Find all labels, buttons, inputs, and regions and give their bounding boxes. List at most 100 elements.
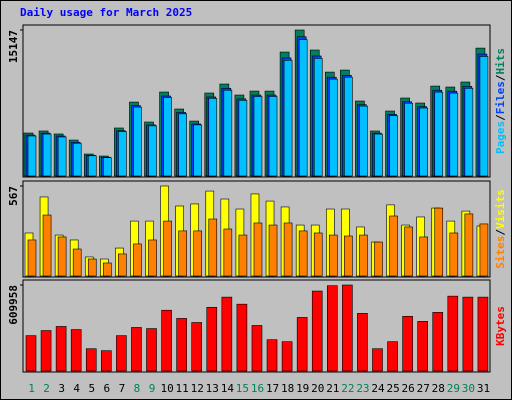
bar <box>27 135 37 177</box>
bar <box>191 322 203 372</box>
bar <box>70 329 82 372</box>
x-tick-label: 6 <box>104 382 111 395</box>
y-tick-label: 15147 <box>7 30 20 63</box>
x-tick-label: 5 <box>88 382 95 395</box>
x-tick-label: 27 <box>417 382 430 395</box>
bar <box>419 107 428 177</box>
bar <box>118 131 127 177</box>
bar <box>374 241 383 277</box>
x-tick-label: 11 <box>176 382 189 395</box>
bar <box>161 309 172 372</box>
x-tick-label: 2 <box>43 382 50 395</box>
x-tick-label: 30 <box>462 382 475 395</box>
bar <box>402 315 413 372</box>
bar <box>85 348 97 372</box>
x-tick-label: 26 <box>402 382 415 395</box>
x-tick-label: 24 <box>371 382 385 395</box>
bar <box>328 78 338 177</box>
bar <box>462 296 474 372</box>
bar <box>40 330 52 372</box>
bar <box>479 56 489 177</box>
bar <box>404 226 413 277</box>
bar <box>208 98 218 177</box>
bar <box>57 236 67 277</box>
legend-entry: Pages <box>494 121 507 154</box>
bar <box>178 113 187 177</box>
bar <box>283 60 293 177</box>
bar <box>176 318 187 372</box>
bar <box>268 96 278 177</box>
x-tick-label: 18 <box>281 382 294 395</box>
x-tick-label: 9 <box>149 382 156 395</box>
bar <box>193 230 203 277</box>
bar <box>434 91 444 177</box>
bar <box>417 321 428 372</box>
legend: KBytes <box>494 306 507 346</box>
bar <box>449 232 459 277</box>
x-tick-label: 21 <box>326 382 339 395</box>
bar <box>223 228 233 277</box>
bar <box>311 290 323 372</box>
bar <box>72 248 82 277</box>
x-tick-label: 7 <box>119 382 126 395</box>
bar <box>206 306 218 372</box>
bar <box>372 348 383 372</box>
bar <box>163 97 172 177</box>
bar <box>359 105 368 177</box>
x-tick-label: 14 <box>221 382 235 395</box>
y-tick-label: 567 <box>7 186 20 206</box>
bar <box>253 222 263 277</box>
legend-entry: Files <box>494 81 507 114</box>
bar <box>342 284 353 372</box>
x-tick-label: 8 <box>134 382 141 395</box>
bar <box>344 235 353 277</box>
bar <box>281 341 293 372</box>
bar <box>387 341 398 372</box>
bar <box>374 133 383 177</box>
x-tick-label: 31 <box>477 382 490 395</box>
x-tick-label: 20 <box>311 382 324 395</box>
x-tick-label: 12 <box>191 382 204 395</box>
legend-entry: KBytes <box>494 306 507 346</box>
bar <box>42 133 52 177</box>
bar <box>434 207 444 277</box>
legend: Sites/Visits <box>494 189 507 269</box>
bar <box>133 243 142 277</box>
bar <box>221 296 233 372</box>
x-tick-label: 16 <box>251 382 264 395</box>
bar <box>25 335 37 372</box>
y-tick-label: 609958 <box>7 285 20 325</box>
bar <box>357 313 368 372</box>
legend-separator: / <box>494 74 507 81</box>
bar <box>477 296 489 372</box>
bar <box>479 223 489 277</box>
legend-entry: Hits <box>494 48 507 75</box>
bar <box>101 350 112 372</box>
x-tick-label: 4 <box>73 382 80 395</box>
bar <box>103 157 112 177</box>
bar <box>389 215 398 277</box>
bar <box>298 230 308 277</box>
bar <box>87 258 97 277</box>
bar <box>313 232 323 277</box>
bar <box>148 239 157 277</box>
x-tick-label: 19 <box>296 382 309 395</box>
bar <box>359 234 368 277</box>
bar <box>389 115 398 177</box>
bar <box>223 89 233 177</box>
bar <box>432 312 444 372</box>
bar <box>236 303 248 372</box>
bar <box>251 325 263 372</box>
bar <box>55 326 67 372</box>
bar <box>447 295 459 372</box>
bar <box>313 58 323 177</box>
bar <box>118 253 127 277</box>
bar <box>266 339 278 372</box>
x-tick-label: 10 <box>160 382 173 395</box>
bar <box>148 125 157 177</box>
bar <box>344 76 353 177</box>
bar <box>103 262 112 277</box>
x-tick-label: 13 <box>206 382 219 395</box>
bar <box>72 142 82 177</box>
